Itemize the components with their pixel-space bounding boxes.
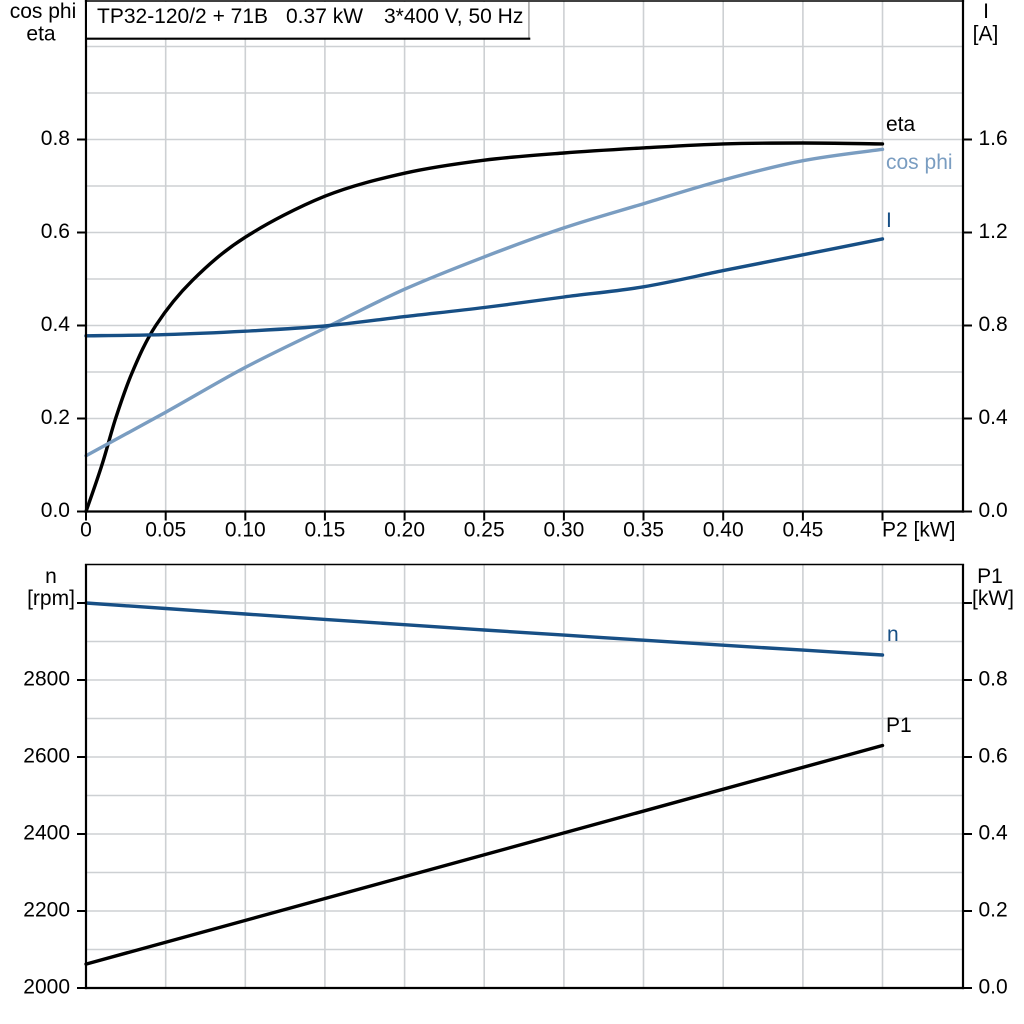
- svg-text:P1: P1: [886, 714, 912, 737]
- svg-text:cos phi: cos phi: [10, 0, 77, 23]
- svg-text:1.6: 1.6: [979, 127, 1008, 150]
- svg-text:0.37 kW: 0.37 kW: [286, 5, 363, 28]
- svg-text:0.8: 0.8: [979, 668, 1008, 691]
- svg-text:0.35: 0.35: [623, 519, 664, 542]
- svg-text:0.4: 0.4: [41, 313, 71, 336]
- svg-text:0.2: 0.2: [979, 899, 1008, 922]
- svg-text:0.8: 0.8: [41, 127, 70, 150]
- svg-text:0.8: 0.8: [979, 313, 1008, 336]
- svg-text:eta: eta: [886, 113, 916, 136]
- svg-text:[kW]: [kW]: [972, 587, 1014, 610]
- svg-text:2400: 2400: [23, 822, 70, 845]
- svg-text:0.40: 0.40: [703, 519, 744, 542]
- svg-text:n: n: [887, 623, 899, 646]
- svg-text:0.0: 0.0: [979, 499, 1008, 522]
- svg-text:P1: P1: [977, 565, 1003, 588]
- svg-text:2000: 2000: [23, 976, 70, 999]
- svg-text:eta: eta: [26, 23, 56, 46]
- svg-text:0.6: 0.6: [979, 745, 1008, 768]
- svg-text:0.20: 0.20: [384, 519, 425, 542]
- svg-text:0.05: 0.05: [145, 519, 186, 542]
- svg-text:0.0: 0.0: [41, 499, 70, 522]
- svg-text:0.10: 0.10: [225, 519, 266, 542]
- svg-text:1.2: 1.2: [979, 220, 1008, 243]
- svg-text:cos phi: cos phi: [886, 151, 953, 174]
- svg-text:2200: 2200: [23, 899, 70, 922]
- svg-text:0.4: 0.4: [979, 822, 1009, 845]
- svg-text:TP32-120/2 + 71B: TP32-120/2 + 71B: [97, 5, 268, 28]
- svg-text:0.2: 0.2: [41, 406, 70, 429]
- svg-text:2600: 2600: [23, 745, 70, 768]
- svg-text:0.6: 0.6: [41, 220, 70, 243]
- svg-text:3*400 V, 50 Hz: 3*400 V, 50 Hz: [384, 5, 523, 28]
- svg-text:I: I: [886, 209, 892, 232]
- svg-text:2800: 2800: [23, 668, 70, 691]
- svg-text:0: 0: [80, 519, 92, 542]
- svg-text:0.25: 0.25: [464, 519, 505, 542]
- svg-text:0.30: 0.30: [543, 519, 584, 542]
- svg-text:0.4: 0.4: [979, 406, 1009, 429]
- svg-text:n: n: [45, 565, 57, 588]
- svg-text:I: I: [983, 0, 989, 23]
- svg-text:[A]: [A]: [973, 23, 999, 46]
- svg-text:0.0: 0.0: [979, 976, 1008, 999]
- svg-text:P2 [kW]: P2 [kW]: [882, 519, 956, 542]
- svg-text:0.15: 0.15: [304, 519, 345, 542]
- svg-text:0.45: 0.45: [782, 519, 823, 542]
- svg-text:[rpm]: [rpm]: [27, 587, 75, 610]
